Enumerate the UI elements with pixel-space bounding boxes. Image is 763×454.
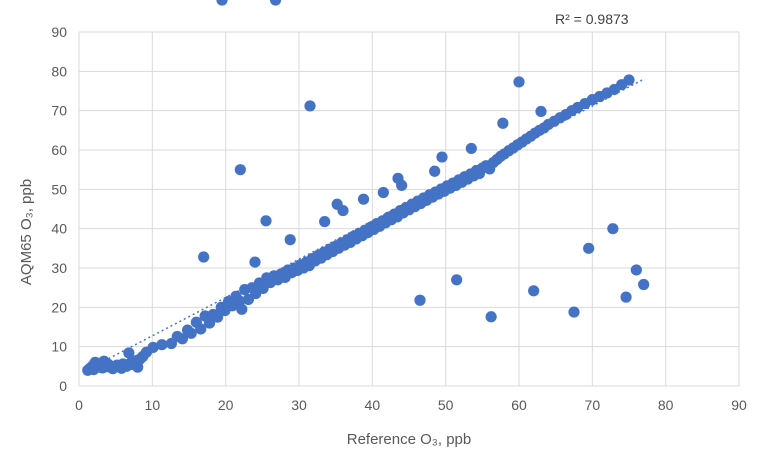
- data-point: [436, 151, 448, 163]
- x-tick-label: 0: [75, 397, 83, 413]
- data-point: [429, 165, 441, 177]
- data-point: [203, 317, 216, 329]
- data-point: [568, 306, 580, 318]
- data-point: [451, 274, 463, 286]
- data-point: [198, 251, 210, 263]
- y-tick-label: 90: [51, 24, 67, 40]
- data-points: [82, 0, 650, 376]
- x-tick-label: 80: [658, 397, 674, 413]
- x-tick-label: 10: [145, 397, 161, 413]
- data-point: [528, 285, 540, 297]
- data-point: [485, 311, 497, 323]
- data-point: [131, 354, 143, 367]
- x-tick-label: 60: [511, 397, 527, 413]
- x-tick-label: 40: [365, 397, 381, 413]
- data-point: [630, 264, 642, 276]
- x-tick-label: 70: [585, 397, 601, 413]
- x-axis-ticks: 0 10 20 30 40 50 60 70 80 90: [75, 397, 747, 413]
- y-tick-label: 30: [51, 260, 67, 276]
- y-tick-label: 40: [51, 221, 67, 237]
- data-point: [337, 204, 349, 217]
- data-point: [234, 164, 246, 176]
- data-point: [535, 105, 547, 118]
- x-axis-title: Reference O₃, ppb: [347, 431, 472, 448]
- data-point: [107, 363, 119, 375]
- y-tick-label: 60: [51, 142, 67, 158]
- data-point: [465, 142, 477, 155]
- data-point: [176, 333, 188, 345]
- data-point: [212, 311, 224, 323]
- data-point: [147, 341, 159, 354]
- data-point: [583, 242, 595, 254]
- y-axis-ticks: 0 10 20 30 40 50 60 70 80 90: [51, 24, 67, 394]
- y-axis-title: AQM65 O₃, ppb: [18, 179, 35, 285]
- data-point: [638, 278, 650, 291]
- data-point: [513, 76, 525, 88]
- data-point: [623, 74, 635, 86]
- data-point: [98, 355, 110, 367]
- y-tick-label: 20: [51, 299, 67, 315]
- data-point: [115, 362, 128, 374]
- y-tick-label: 10: [51, 339, 67, 355]
- data-point: [156, 339, 168, 351]
- data-point: [123, 347, 135, 359]
- data-point: [236, 303, 248, 315]
- r-squared-annotation: R² = 0.9873: [555, 11, 629, 27]
- data-point: [607, 223, 619, 235]
- x-tick-label: 90: [731, 397, 747, 413]
- data-point: [319, 215, 331, 228]
- y-tick-label: 80: [51, 63, 67, 79]
- data-point: [269, 0, 282, 6]
- data-point: [216, 0, 228, 6]
- x-tick-label: 30: [291, 397, 307, 413]
- data-point: [89, 356, 101, 368]
- data-point: [620, 291, 632, 303]
- y-tick-label: 70: [51, 103, 67, 119]
- data-point: [185, 327, 197, 339]
- data-point: [497, 117, 509, 129]
- y-tick-label: 50: [51, 181, 67, 197]
- gridlines: [78, 31, 740, 387]
- data-point: [414, 294, 426, 306]
- data-point: [195, 323, 207, 335]
- data-point: [357, 193, 370, 205]
- x-tick-label: 20: [218, 397, 234, 413]
- data-point: [249, 256, 261, 268]
- data-point: [260, 215, 272, 227]
- data-point: [392, 172, 404, 184]
- y-tick-label: 0: [59, 378, 67, 394]
- data-point: [377, 186, 389, 199]
- data-point: [284, 234, 296, 246]
- x-tick-label: 50: [438, 397, 454, 413]
- data-point: [304, 100, 316, 112]
